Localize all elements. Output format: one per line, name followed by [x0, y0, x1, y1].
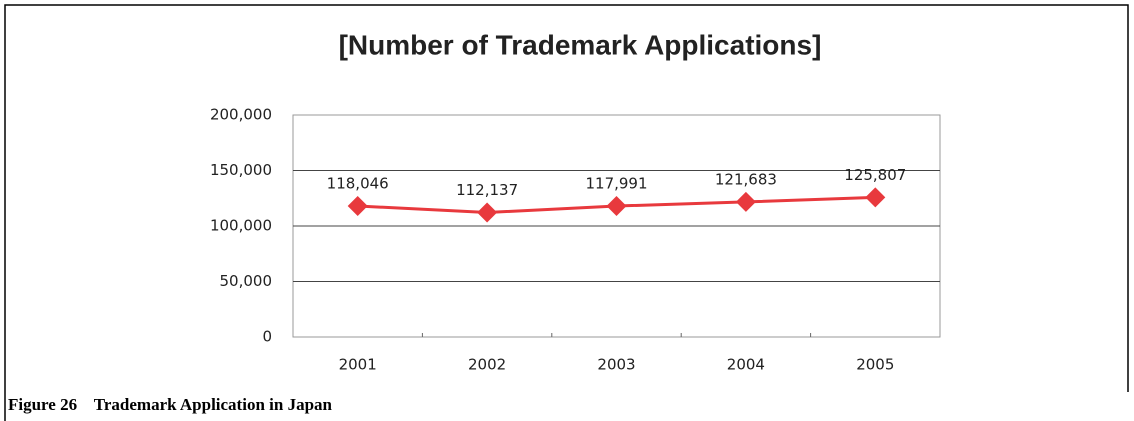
frame	[4, 4, 1129, 421]
y-tick-label: 50,000	[220, 272, 273, 290]
data-label: 125,807	[844, 166, 906, 184]
x-tick-label: 2004	[727, 356, 765, 374]
y-tick-label: 100,000	[210, 217, 272, 235]
data-label: 118,046	[327, 174, 389, 192]
y-tick-label: 150,000	[210, 161, 272, 179]
y-tick-label: 200,000	[210, 106, 272, 124]
marker	[735, 191, 756, 212]
marker	[347, 195, 368, 216]
marker	[865, 187, 886, 208]
marker	[477, 202, 498, 223]
caption: Figure 26 Trademark Application in Japan	[8, 395, 333, 414]
data-label: 121,683	[715, 170, 777, 188]
y-tick-label: 0	[262, 328, 272, 346]
data-label: 112,137	[456, 181, 518, 199]
x-tick-label: 2002	[468, 356, 506, 374]
chart-title: [Number of Trademark Applications]	[339, 29, 822, 60]
data-label: 117,991	[585, 175, 647, 193]
x-tick-label: 2003	[597, 356, 635, 374]
x-tick-label: 2005	[856, 356, 894, 374]
x-tick-label: 2001	[339, 356, 377, 374]
marker	[606, 196, 627, 217]
